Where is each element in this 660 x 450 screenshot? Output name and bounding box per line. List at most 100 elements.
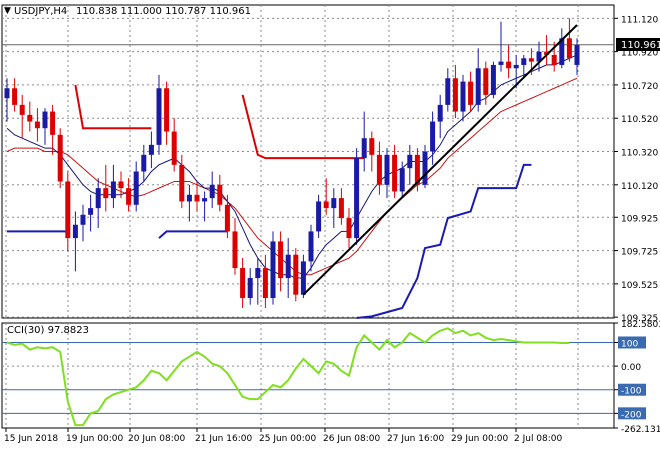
bull-candle <box>475 68 481 105</box>
bull-candle <box>430 121 436 152</box>
bull-candle <box>422 151 428 185</box>
bear-candle <box>528 58 534 62</box>
cci-y-label: -100 <box>621 387 642 397</box>
bull-candle <box>72 224 78 239</box>
bull-candle <box>361 138 367 159</box>
cci-indicator <box>2 327 614 427</box>
bear-candle <box>346 218 352 239</box>
bull-candle <box>202 198 208 202</box>
x-axis-label: 27 Jun 16:00 <box>387 434 444 444</box>
bear-candle <box>171 131 177 165</box>
bull-candle <box>407 154 413 169</box>
bull-candle <box>270 241 276 299</box>
y-axis-label: 109.725 <box>621 248 658 258</box>
symbol-timeframe: USDJPY,H4 <box>14 6 67 17</box>
price-pane-frame <box>1 4 615 319</box>
cci-y-label: -262.1315 <box>621 425 660 435</box>
bear-candle <box>224 204 230 232</box>
bear-candle <box>118 181 124 189</box>
bear-candle <box>483 68 489 95</box>
cci-level-tag <box>618 407 646 420</box>
cci-level-tag <box>618 383 646 396</box>
y-axis-label: 110.520 <box>621 115 658 125</box>
stop-line-red <box>241 94 365 160</box>
candlesticks <box>4 18 580 309</box>
y-axis-label: 110.320 <box>621 149 658 159</box>
bull-candle <box>308 231 314 262</box>
bull-candle <box>521 58 527 65</box>
bull-candle <box>354 158 360 239</box>
bear-candle <box>323 201 329 209</box>
y-axis-label: 110.720 <box>621 82 658 92</box>
y-axis-label: 110.920 <box>621 49 658 59</box>
bull-candle <box>141 154 147 172</box>
x-axis-label: 26 Jun 08:00 <box>323 434 380 444</box>
bear-candle <box>57 134 63 182</box>
cci-level-tag <box>618 336 646 349</box>
x-axis-label: 20 Jun 08:00 <box>128 434 185 444</box>
stop-line-red <box>74 84 152 130</box>
x-axis-label: 29 Jun 00:00 <box>451 434 508 444</box>
cci-title: CCI(30) 97.8823 <box>7 325 89 336</box>
bear-candle <box>50 111 56 135</box>
bear-candle <box>103 188 109 199</box>
bear-candle <box>179 164 185 202</box>
header-arrow-icon[interactable]: ▼ <box>4 6 11 16</box>
bear-candle <box>414 154 420 185</box>
bear-candle <box>544 51 550 55</box>
bear-candle <box>262 268 268 299</box>
y-axis-label: 109.325 <box>621 314 658 324</box>
bull-candle <box>384 154 390 185</box>
bull-candle <box>559 38 565 65</box>
y-axis-label: 110.120 <box>621 182 658 192</box>
cci-y-label: -200 <box>621 410 642 420</box>
trendline-layer[interactable] <box>302 24 578 296</box>
bull-candle <box>445 78 451 105</box>
bear-candle <box>551 54 557 65</box>
bear-candle <box>452 78 458 112</box>
bull-candle <box>156 88 162 145</box>
bear-candle <box>566 38 572 59</box>
bear-candle <box>19 104 25 115</box>
x-axis-label: 15 Jun 2018 <box>4 434 58 444</box>
moving-averages <box>6 54 578 279</box>
bear-candle <box>126 188 132 205</box>
bull-candle <box>513 64 519 69</box>
y-axis-label: 109.525 <box>621 281 658 291</box>
y-axis-label: 109.925 <box>621 214 658 224</box>
bull-candle <box>460 81 466 112</box>
bear-candle <box>506 61 512 69</box>
stop-line-blue <box>158 230 228 239</box>
bear-candle <box>240 268 246 299</box>
bull-candle <box>300 261 306 295</box>
bear-candle <box>34 121 40 129</box>
stop-line-blue <box>356 163 532 319</box>
bull-candle <box>399 168 405 192</box>
bear-candle <box>468 81 474 105</box>
bear-candle <box>392 154 398 192</box>
bull-candle <box>4 88 10 99</box>
cci-pane-frame <box>1 322 615 429</box>
bear-candle <box>232 231 238 269</box>
x-axis-label: 19 Jun 00:00 <box>66 434 123 444</box>
bull-candle <box>95 188 101 209</box>
bull-candle <box>110 181 116 199</box>
stop-levels <box>2 44 614 319</box>
bear-candle <box>338 198 344 219</box>
bull-candle <box>247 278 253 299</box>
fast-ma-line <box>6 54 578 279</box>
bear-candle <box>217 184 223 205</box>
bull-candle <box>133 171 139 205</box>
trendline[interactable] <box>302 24 578 296</box>
bear-candle <box>164 88 170 132</box>
bull-candle <box>536 51 542 62</box>
bull-candle <box>285 254 291 279</box>
y-axis-label: 111.120 <box>621 15 658 25</box>
x-axis-label: 25 Jun 00:00 <box>259 434 316 444</box>
cci-y-label: 182.5803 <box>621 320 660 330</box>
bull-candle <box>209 184 215 199</box>
bull-candle <box>331 198 337 209</box>
bull-candle <box>186 194 192 202</box>
price-tag: 110.961 <box>621 40 660 51</box>
